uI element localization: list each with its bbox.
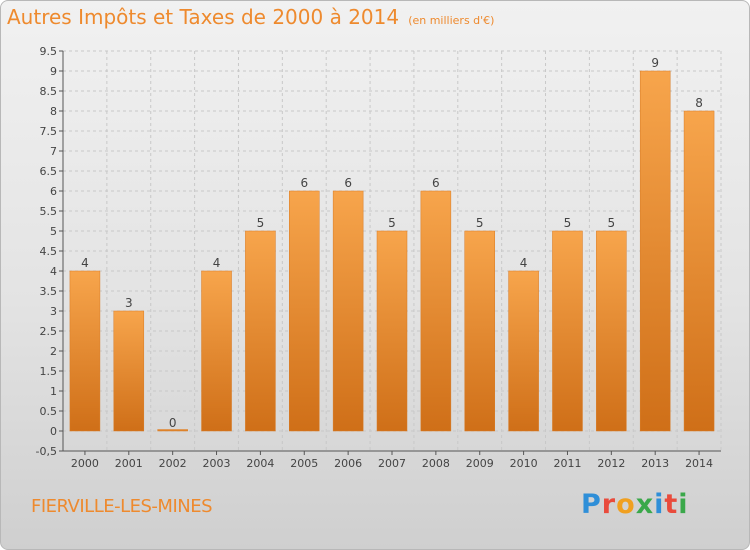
data-label-2005: 6 (300, 176, 308, 190)
data-label-2003: 4 (213, 256, 221, 270)
brand-letter: P (581, 489, 602, 520)
y-tick-label: 7.5 (40, 125, 58, 138)
x-tick-label: 2012 (597, 457, 625, 470)
brand-letter: i (654, 489, 665, 520)
y-tick-label: 3 (50, 305, 57, 318)
x-tick-label: 2002 (159, 457, 187, 470)
bar-2012 (596, 230, 627, 432)
x-tick-label: 2009 (466, 457, 494, 470)
y-tick-label: 8 (50, 105, 57, 118)
data-label-2002: 0 (169, 416, 177, 430)
proxiti-logo: Proxiti (581, 489, 689, 520)
brand-letter: i (678, 489, 689, 520)
data-label-2014: 8 (695, 96, 703, 110)
axis-layer: -0,5 0 0.5 1 1.5 2 2.5 3 3.5 4 4.5 5 5.5 6 6.5 7 7.5 8 8.5… (36, 45, 721, 470)
y-tick-label: 5 (50, 225, 57, 238)
bar-2008 (420, 190, 452, 432)
y-tick-label: 6 (50, 185, 57, 198)
bar-2007 (376, 230, 408, 432)
y-tick-label: 4.5 (40, 245, 58, 258)
bar-2013 (639, 70, 671, 432)
x-tick-label: 2011 (553, 457, 581, 470)
bar-2003 (201, 270, 232, 432)
bar-layer (69, 70, 715, 432)
bar-2006 (332, 190, 364, 432)
data-label-2007: 5 (388, 216, 396, 230)
y-tick-label: 2 (50, 345, 57, 358)
brand-letter: r (601, 489, 617, 520)
data-label-2000: 4 (81, 256, 89, 270)
y-tick-label: 6.5 (40, 165, 58, 178)
bar-2011 (552, 230, 583, 432)
y-tick-label: 9 (50, 65, 57, 78)
bar-2010 (508, 270, 539, 432)
y-tick-label: 9.5 (40, 45, 58, 58)
data-label-2004: 5 (257, 216, 265, 230)
commune-name: FIERVILLE-LES-MINES (31, 496, 213, 517)
bar-2001 (113, 310, 145, 432)
x-tick-label: 2008 (422, 457, 450, 470)
x-tick-label: 2003 (203, 457, 231, 470)
y-tick-label: 5.5 (40, 205, 58, 218)
title-unit: (en milliers d'€) (408, 14, 495, 27)
data-label-2009: 5 (476, 216, 484, 230)
x-tick-label: 2013 (641, 457, 669, 470)
y-tick-label: 7 (50, 145, 57, 158)
x-tick-label: 2006 (334, 457, 362, 470)
title-main: Autres Impôts et Taxes de 2000 à 2014 (7, 5, 400, 29)
bar-2002 (157, 429, 188, 432)
x-tick-label: 2005 (290, 457, 318, 470)
chart-title: Autres Impôts et Taxes de 2000 à 2014 (e… (7, 5, 494, 29)
brand-letter: t (664, 489, 679, 520)
bar-2014 (683, 110, 715, 432)
x-tick-label: 2001 (115, 457, 143, 470)
bar-2005 (289, 190, 320, 432)
y-tick-label: 2.5 (40, 325, 58, 338)
y-tick-label: 1 (50, 385, 57, 398)
brand-letter: o (616, 489, 636, 520)
y-tick-label: -0,5 (36, 445, 57, 458)
x-tick-label: 2007 (378, 457, 406, 470)
brand-letter: x (635, 489, 655, 520)
y-tick-label: 0.5 (40, 405, 58, 418)
x-tick-label: 2014 (685, 457, 713, 470)
data-label-2008: 6 (432, 176, 440, 190)
bar-2000 (69, 270, 101, 432)
label-layer: 4 3 0 4 5 6 6 5 6 5 4 5 5 9 8 (81, 56, 703, 430)
data-label-2011: 5 (564, 216, 572, 230)
y-tick-label: 0 (50, 425, 57, 438)
y-tick-label: 8.5 (40, 85, 58, 98)
data-label-2012: 5 (608, 216, 616, 230)
data-label-2013: 9 (651, 56, 659, 70)
data-label-2010: 4 (520, 256, 528, 270)
bar-2009 (464, 230, 495, 432)
y-tick-label: 1.5 (40, 365, 58, 378)
data-label-2006: 6 (344, 176, 352, 190)
x-tick-label: 2010 (510, 457, 538, 470)
x-tick-label: 2004 (246, 457, 274, 470)
x-tick-label: 2000 (71, 457, 99, 470)
bar-2004 (245, 230, 276, 432)
data-label-2001: 3 (125, 296, 133, 310)
y-tick-label: 4 (50, 265, 57, 278)
y-tick-label: 3.5 (40, 285, 58, 298)
